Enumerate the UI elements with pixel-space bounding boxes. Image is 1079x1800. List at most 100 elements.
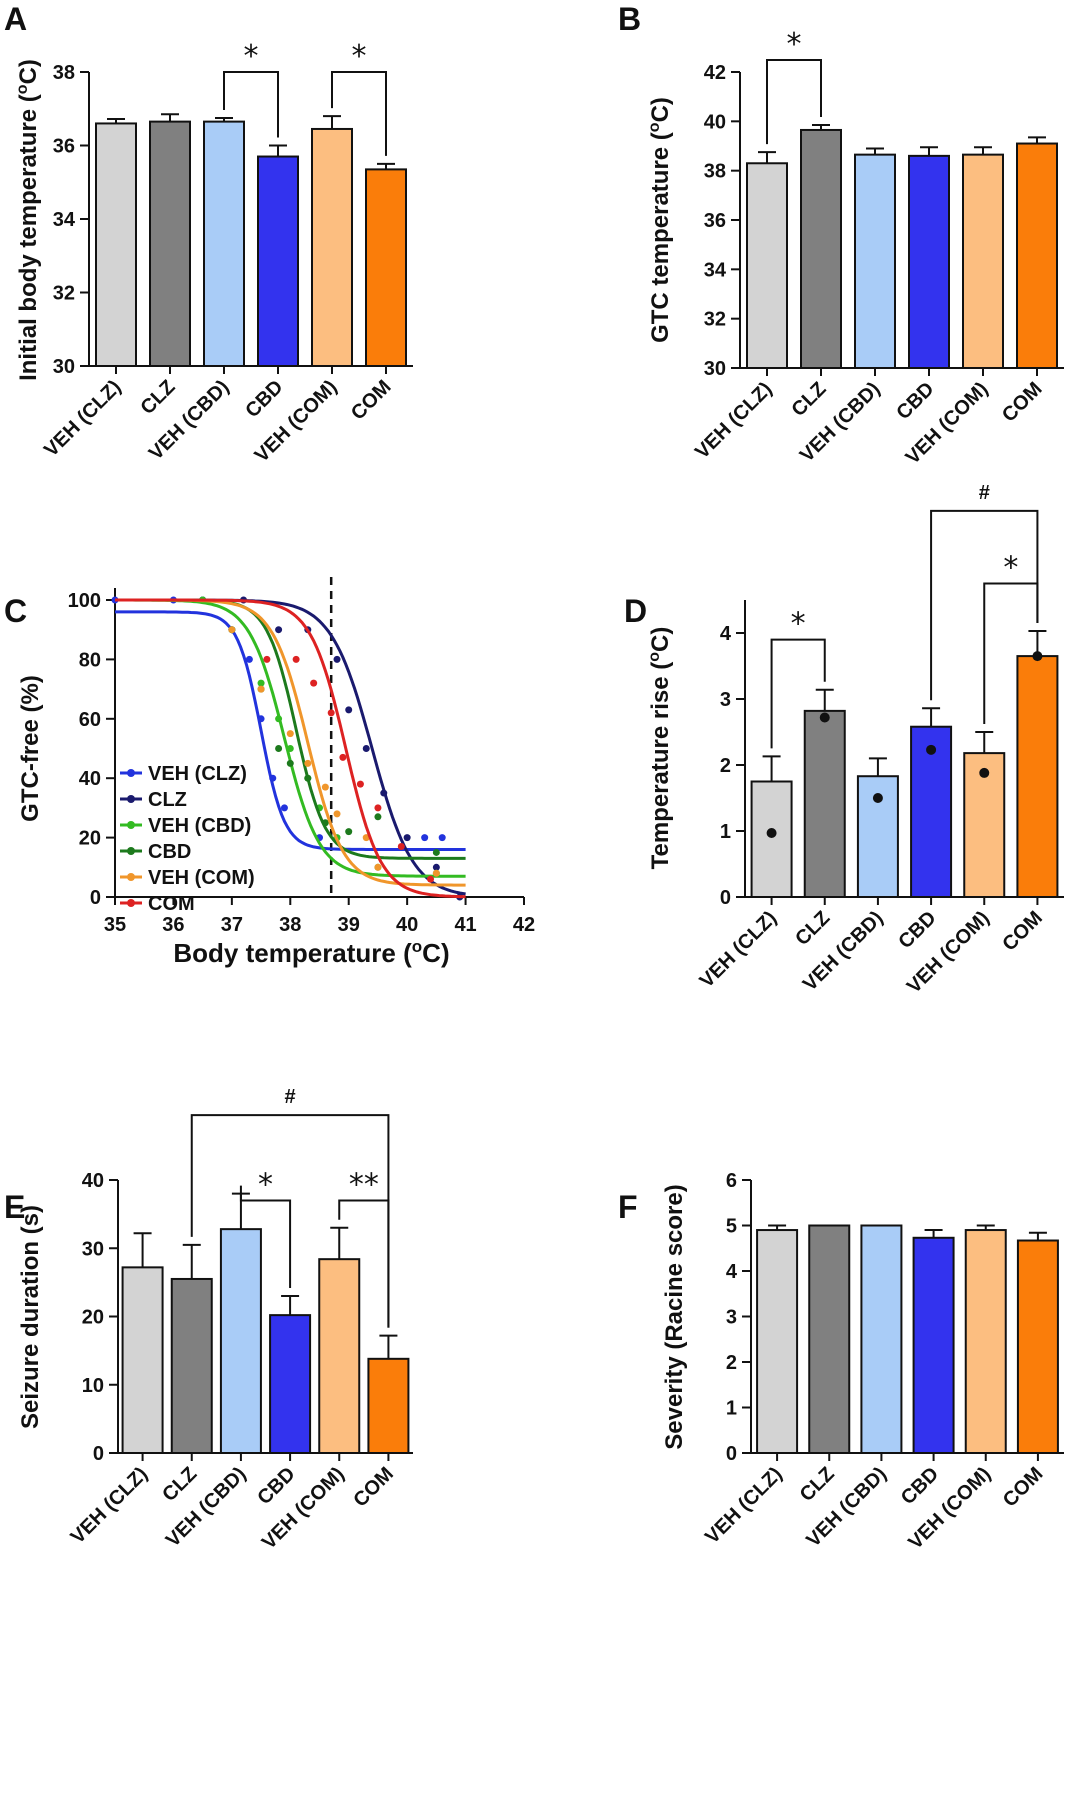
bar-veh-clz: [756, 1229, 799, 1455]
data-point: [1032, 651, 1043, 662]
data-point: [432, 848, 440, 856]
y-axis-label: GTC temperature (oC): [646, 97, 674, 343]
y-tick-label: 40: [82, 1170, 104, 1192]
x-tick-label: VEH (CLZ): [40, 376, 125, 461]
significance-bracket: [930, 509, 1039, 701]
data-point: [380, 789, 388, 797]
data-point: [766, 827, 777, 838]
legend-label: VEH (CBD): [148, 815, 251, 837]
legend-marker: [127, 899, 135, 907]
y-tick-label: 100: [68, 590, 101, 612]
bar-cbd: [908, 154, 950, 369]
bar-cbd: [269, 1314, 312, 1455]
y-tick-label: 34: [704, 259, 727, 281]
y-tick-label: 34: [53, 209, 76, 231]
y-tick-label: 20: [82, 1307, 104, 1329]
x-tick-label: 41: [454, 914, 476, 936]
x-tick-label: VEH (CLZ): [701, 1463, 786, 1548]
bar-com: [367, 1357, 410, 1454]
bar-veh-cbd: [854, 153, 896, 369]
data-point: [286, 745, 294, 752]
y-tick-label: 36: [704, 210, 726, 232]
significance-label: *: [258, 1167, 273, 1202]
significance-bracket: [190, 1114, 390, 1328]
x-tick-label: 36: [162, 914, 184, 936]
significance-label: **: [349, 1167, 379, 1202]
x-tick-label: 42: [513, 914, 535, 936]
panel-letter: F: [618, 1189, 638, 1225]
data-point: [257, 685, 265, 693]
x-tick-label: CLZ: [787, 378, 830, 421]
data-point: [403, 834, 411, 842]
bar-veh-cbd: [203, 120, 245, 367]
data-point: [979, 767, 990, 778]
y-tick-label: 32: [704, 309, 726, 331]
x-tick-label: COM: [999, 1463, 1048, 1512]
data-point: [257, 715, 265, 723]
significance-bracket: [239, 1185, 292, 1289]
x-tick-label: 39: [338, 914, 360, 936]
data-point: [356, 780, 364, 788]
bar-clz: [170, 1277, 213, 1455]
significance-bracket: [223, 71, 279, 138]
data-point: [280, 804, 288, 812]
y-tick-label: 38: [704, 161, 726, 183]
data-point: [872, 793, 883, 803]
data-point: [228, 626, 236, 634]
y-axis-label: Initial body temperature (oC): [14, 59, 42, 381]
y-tick-label: 36: [53, 136, 75, 158]
data-point: [304, 759, 312, 767]
legend-marker: [127, 769, 135, 777]
x-tick-label: CLZ: [136, 376, 179, 419]
bar-cbd: [257, 155, 299, 367]
data-point: [421, 834, 429, 842]
bar-com: [1016, 655, 1059, 898]
y-axis-label: Severity (Racine score): [661, 1184, 688, 1449]
y-tick-label: 1: [726, 1398, 737, 1420]
significance-label: #: [285, 1086, 296, 1108]
y-tick-label: 20: [79, 828, 101, 850]
x-tick-label: 38: [279, 914, 301, 936]
label-part: Temperature rise (: [647, 662, 674, 870]
y-tick-label: 60: [79, 709, 101, 731]
legend-marker: [127, 795, 135, 803]
panel-letter: D: [624, 593, 647, 629]
data-point: [286, 759, 294, 767]
y-tick-label: 0: [90, 887, 101, 909]
y-tick-label: 10: [82, 1375, 104, 1397]
data-point: [257, 679, 265, 687]
data-point: [345, 706, 353, 714]
data-point: [438, 834, 446, 842]
label-part: C): [647, 627, 674, 652]
bar-clz: [800, 128, 842, 369]
legend-label: CBD: [148, 841, 191, 863]
bar-veh-com: [962, 153, 1004, 369]
bar-veh-clz: [750, 780, 793, 898]
significance-bracket: [766, 59, 822, 145]
data-point: [269, 774, 277, 782]
x-tick-label: CBD: [894, 907, 940, 953]
y-tick-label: 40: [704, 111, 726, 133]
x-tick-label: CLZ: [791, 907, 834, 950]
legend-label: VEH (CLZ): [148, 763, 247, 785]
x-tick-label: VEH (CLZ): [691, 378, 776, 463]
x-tick-label: 35: [104, 914, 126, 936]
y-tick-label: 6: [726, 1170, 737, 1192]
x-tick-label: COM: [347, 376, 396, 425]
y-axis-label: GTC-free (%): [17, 675, 44, 822]
y-tick-label: 42: [704, 62, 726, 84]
bar-veh-com: [318, 1258, 361, 1455]
data-point: [345, 828, 353, 836]
label-part: GTC temperature (: [647, 132, 674, 343]
significance-label: #: [979, 482, 990, 504]
data-point: [362, 745, 370, 752]
y-tick-label: 32: [53, 283, 75, 305]
data-point: [292, 655, 300, 663]
x-tick-label: CBD: [897, 1463, 943, 1509]
label-part: o: [412, 937, 422, 956]
y-tick-label: 0: [93, 1443, 104, 1465]
label-part: Initial body temperature (: [15, 94, 42, 381]
